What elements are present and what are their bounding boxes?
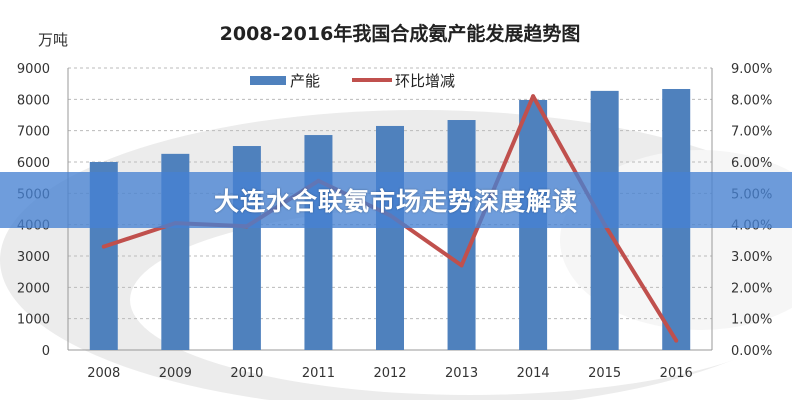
- legend-label-line: 环比增减: [395, 72, 455, 90]
- legend-label-bar: 产能: [290, 72, 320, 90]
- y-tick-label: 2000: [17, 281, 50, 296]
- x-tick-label: 2008: [87, 366, 120, 381]
- line-point: [459, 263, 464, 268]
- y2-tick-label: 7.00%: [731, 125, 772, 140]
- legend-swatch-bar: [250, 76, 286, 85]
- x-tick-label: 2012: [373, 366, 406, 381]
- y2-tick-label: 8.00%: [731, 93, 772, 108]
- x-tick-label: 2011: [302, 366, 335, 381]
- y-axis-unit: 万吨: [38, 31, 68, 49]
- x-tick-label: 2009: [159, 366, 192, 381]
- x-tick-label: 2013: [445, 366, 478, 381]
- y2-tick-label: 1.00%: [731, 313, 772, 328]
- bar: [447, 120, 476, 350]
- x-tick-label: 2014: [517, 366, 550, 381]
- y2-tick-label: 9.00%: [731, 62, 772, 77]
- y-tick-label: 7000: [17, 125, 50, 140]
- y-tick-label: 8000: [17, 93, 50, 108]
- y-tick-label: 9000: [17, 62, 50, 77]
- y-tick-label: 0: [42, 344, 50, 359]
- chart-title: 2008-2016年我国合成氨产能发展趋势图: [220, 22, 581, 45]
- line-point: [531, 94, 536, 99]
- legend: 产能 环比增减: [250, 72, 455, 90]
- y-tick-label: 6000: [17, 156, 50, 171]
- title-banner: 大连水合联氨市场走势深度解读: [0, 172, 792, 228]
- y-tick-label: 1000: [17, 313, 50, 328]
- y2-tick-label: 0.00%: [731, 344, 772, 359]
- bar: [304, 135, 333, 350]
- line-point: [674, 338, 679, 343]
- banner-title: 大连水合联氨市场走势深度解读: [213, 187, 578, 216]
- y2-tick-label: 2.00%: [731, 281, 772, 296]
- x-tick-label: 2015: [588, 366, 621, 381]
- y2-tick-label: 3.00%: [731, 250, 772, 265]
- x-tick-label: 2016: [660, 366, 693, 381]
- x-tick-label: 2010: [230, 366, 263, 381]
- y-tick-label: 3000: [17, 250, 50, 265]
- y2-tick-label: 6.00%: [731, 156, 772, 171]
- line-point: [101, 244, 106, 249]
- bar: [376, 125, 404, 350]
